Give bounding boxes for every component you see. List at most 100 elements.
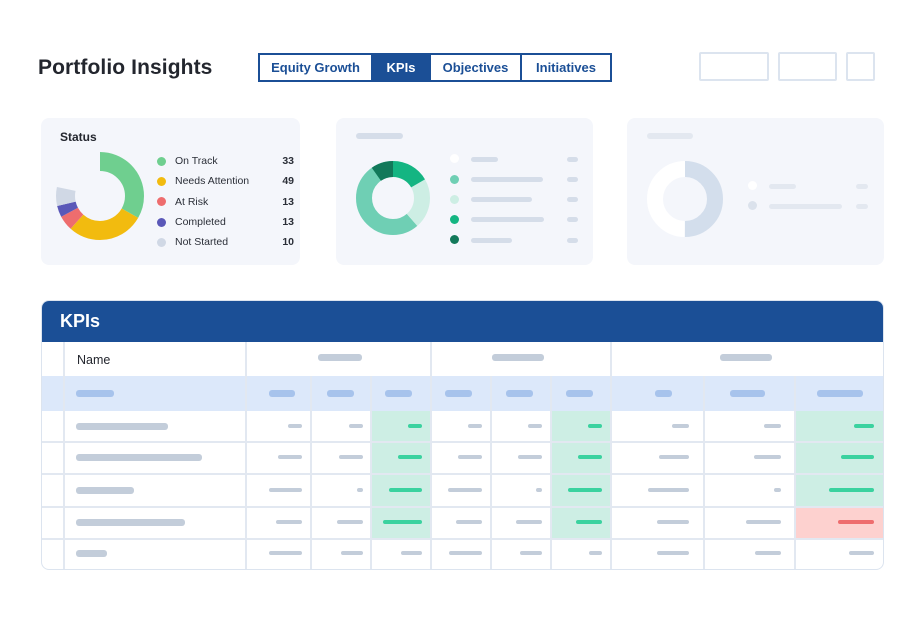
at-risk-dot-icon [157,197,166,207]
table-cell [648,488,689,492]
on-track-dot-icon [157,156,166,166]
subheader-cell [730,390,765,397]
placeholder-card-2 [336,118,593,265]
legend-item-completed: Completed 13 [157,212,294,232]
status-card-title: Status [60,130,97,144]
row-name-cell [76,423,168,430]
name-column-header[interactable]: Name [77,353,111,367]
kpi-table-title: KPIs [60,311,101,331]
header-action-button-3[interactable] [846,52,875,81]
status-legend: On Track 33 Needs Attention 49 At Risk 1… [157,151,294,252]
placeholder-label [471,197,532,202]
tab-equity-growth[interactable]: Equity Growth [260,55,373,80]
row-divider [42,473,883,475]
row-divider [42,506,883,508]
column-group-header [720,354,772,361]
subheader-cell [566,390,593,397]
row-name-cell [76,519,185,526]
table-cell [383,520,422,524]
table-cell [849,551,874,555]
kpi-table-header: KPIs [42,301,883,342]
subheader-cell [655,390,672,397]
donut-segment [647,161,723,237]
legend-count: 49 [282,175,294,188]
donut-segment-needs-attention [56,152,144,240]
column-divider [370,376,372,569]
table-cell [448,488,482,492]
table-cell [468,424,482,428]
donut-segment-not-started [56,152,144,240]
page-title: Portfolio Insights [38,56,213,79]
placeholder-label [471,157,498,162]
legend-dot-icon [450,175,459,184]
donut-segment [356,161,430,235]
not-started-dot-icon [157,237,166,247]
placeholder-label [471,177,543,182]
subheader-cell [76,390,114,397]
column-divider [245,342,247,569]
placeholder-label [769,184,796,189]
subheader-cell [269,390,295,397]
legend-dot-icon [450,195,459,204]
table-cell [341,551,363,555]
column-group-header [492,354,544,361]
table-cell [754,455,781,459]
column-divider [490,376,492,569]
table-cell [528,424,542,428]
row-name-cell [76,487,134,494]
table-cell [401,551,422,555]
row-name-cell [76,550,107,557]
tab-objectives[interactable]: Objectives [431,55,522,80]
table-cell [746,520,781,524]
legend-dot-icon [450,235,459,244]
table-cell [774,488,781,492]
view-tabs: Equity Growth KPIs Objectives Initiative… [258,53,612,82]
column-divider [310,376,312,569]
header-action-button-2[interactable] [778,52,837,81]
highlight-column [371,411,431,539]
placeholder-label [471,217,544,222]
legend-dot-icon [748,181,757,190]
placeholder-count [567,157,578,162]
subheader-cell [385,390,412,397]
tab-initiatives[interactable]: Initiatives [522,55,610,80]
table-cell [269,551,302,555]
table-cell [838,520,874,524]
placeholder-donut-chart [647,161,723,237]
table-cell [269,488,302,492]
table-cell [657,520,689,524]
placeholder-count [856,184,868,189]
legend-label: At Risk [175,195,209,208]
legend-label: On Track [175,155,218,168]
legend-item-at-risk: At Risk 13 [157,192,294,212]
table-cell [672,424,689,428]
legend-dot-icon [748,201,757,210]
table-cell [278,455,302,459]
placeholder-title [356,133,403,139]
table-cell [389,488,422,492]
legend-count: 13 [282,216,294,229]
table-cell [568,488,602,492]
row-divider [42,441,883,443]
donut-segment-on-track [56,152,144,240]
row-divider [42,538,883,540]
tab-kpis[interactable]: KPIs [373,55,431,80]
placeholder-count [567,197,578,202]
placeholder-card-3 [627,118,884,265]
placeholder-label [471,238,512,243]
table-cell [588,424,602,428]
column-divider [430,342,432,569]
subheader-cell [327,390,354,397]
table-cell [841,455,874,459]
subheader-cell [817,390,863,397]
legend-label: Not Started [175,236,229,249]
table-cell [589,551,602,555]
legend-label: Completed [175,216,226,229]
placeholder-count [856,204,868,209]
header-action-button-1[interactable] [699,52,769,81]
table-cell [576,520,602,524]
highlight-column [551,411,611,539]
table-cell [276,520,302,524]
status-donut-chart [56,152,144,240]
